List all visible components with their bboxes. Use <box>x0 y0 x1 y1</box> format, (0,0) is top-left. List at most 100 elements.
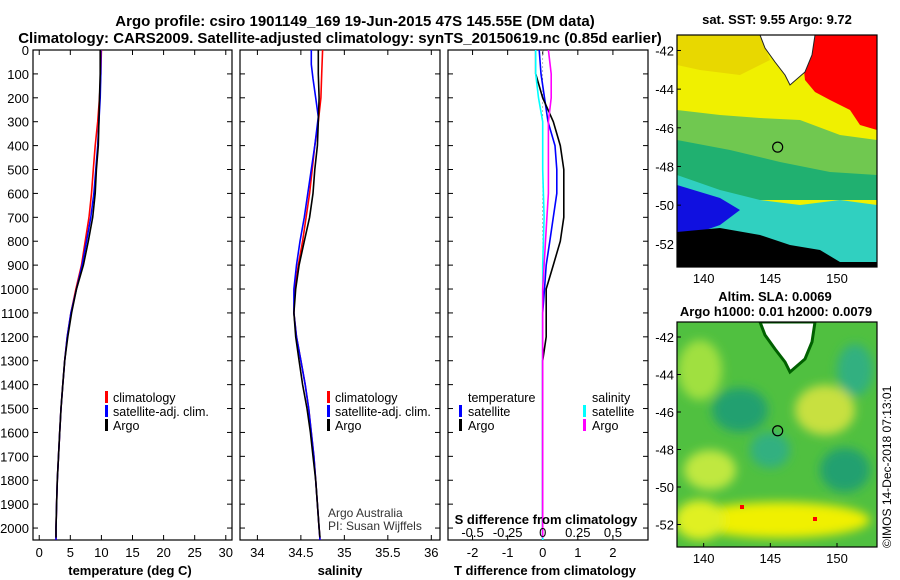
legend-swatch-argo <box>327 419 330 431</box>
x-tick-label: 0 <box>539 545 546 560</box>
x-tick-label: 20 <box>156 545 170 560</box>
map-y-tick-label: -46 <box>655 121 674 136</box>
legend-argo: Argo <box>113 419 139 433</box>
x-tick-label: -2 <box>467 545 479 560</box>
sdiff-tick-labels: -0.5 -0.25 0 0.25 0.5 <box>461 525 622 540</box>
map-y-tick-label: -50 <box>655 480 674 495</box>
map-top-title: sat. SST: 9.55 Argo: 9.72 <box>702 12 852 27</box>
depth-tick-label: 800 <box>7 234 29 249</box>
argo-float-marker <box>772 141 784 153</box>
map-x-tick-label: 145 <box>759 271 781 286</box>
legend-swatch-s-argo <box>583 419 586 431</box>
depth-tick-label: 1000 <box>0 282 29 297</box>
legend-swatch-s-satellite <box>583 405 586 417</box>
argo-float-marker <box>772 425 784 437</box>
legend-climatology: climatology <box>113 391 176 405</box>
x-tick-label: 34 <box>250 545 264 560</box>
credit-line-2: PI: Susan Wijffels <box>328 519 422 533</box>
map-x-tick-label: 150 <box>826 551 848 566</box>
map-y-tick-label: -52 <box>655 237 674 252</box>
x-tick-label: 1 <box>574 545 581 560</box>
title-line-1: Argo profile: csiro 1901149_169 19-Jun-2… <box>115 13 594 30</box>
depth-tick-label: 1700 <box>0 449 29 464</box>
tasmania-land <box>758 322 817 375</box>
map-y-tick-label: -42 <box>655 330 674 345</box>
credit-line-1: Argo Australia <box>328 506 403 520</box>
series-line-satellite-adj-clim- <box>293 50 321 541</box>
depth-tick-label: 900 <box>7 258 29 273</box>
difference-legend: temperature satellite Argo salinity sate… <box>459 391 634 433</box>
sla-map-frame <box>676 321 878 548</box>
legend-s-satellite: satellite <box>592 405 634 419</box>
map-x-tick-label: 140 <box>693 551 715 566</box>
depth-tick-label: 300 <box>7 115 29 130</box>
sdiff-tick-label: 0 <box>539 525 546 540</box>
legend-salinity-title: salinity <box>592 391 631 405</box>
series-line-satellite-adj-clim- <box>55 50 102 540</box>
depth-tick-label: 700 <box>7 210 29 225</box>
depth-tick-label: 1800 <box>0 473 29 488</box>
legend-temperature-title: temperature <box>468 391 535 405</box>
sdiff-tick-label: -0.5 <box>461 525 483 540</box>
depth-tick-label: 1400 <box>0 378 29 393</box>
sla-red-pixel <box>813 517 817 521</box>
depth-tick-label: 1300 <box>0 354 29 369</box>
map-bottom-title-1: Altim. SLA: 0.0069 <box>718 289 831 304</box>
temperature-panel-frame <box>32 49 233 541</box>
depth-tick-label: 400 <box>7 139 29 154</box>
x-tick-label: 5 <box>67 545 74 560</box>
sdiff-tick-label: 0.25 <box>565 525 590 540</box>
x-tick-label: 35.5 <box>375 545 400 560</box>
legend-satellite: satellite-adj. clim. <box>113 405 209 419</box>
salinity-xlabel: salinity <box>318 563 364 578</box>
salinity-panel-frame <box>239 49 441 541</box>
legend-swatch-climatology <box>327 391 330 403</box>
map-tick-labels: 140 145 150 -42 -44 -46 -48 -50 -52 140 145 150 -42 -… <box>655 43 848 566</box>
x-tick-label: 35 <box>337 545 351 560</box>
profile-series <box>55 49 565 541</box>
depth-tick-label: 1900 <box>0 497 29 512</box>
legend-swatch-t-argo <box>459 419 462 431</box>
sla-red-pixel <box>740 505 744 509</box>
depth-tick-label: 100 <box>7 67 29 82</box>
sst-red-area <box>800 35 877 130</box>
sst-map <box>677 35 877 267</box>
map-x-tick-label: 140 <box>693 271 715 286</box>
map-bottom-title-2: Argo h1000: 0.01 h2000: 0.0079 <box>680 304 872 319</box>
tasmania-land <box>759 35 816 86</box>
map-y-tick-label: -46 <box>655 405 674 420</box>
legend-swatch-climatology <box>105 391 108 403</box>
map-y-tick-label: -44 <box>655 82 674 97</box>
x-tick-label: 25 <box>187 545 201 560</box>
depth-tick-label: 1500 <box>0 402 29 417</box>
sla-texture <box>677 340 873 540</box>
legend-satellite: satellite-adj. clim. <box>335 405 431 419</box>
sdiff-axis-title: S difference from climatology <box>455 512 639 527</box>
sst-black-area <box>677 228 877 267</box>
x-tick-label: 2 <box>609 545 616 560</box>
map-x-tick-label: 145 <box>759 551 781 566</box>
map-x-tick-label: 150 <box>826 271 848 286</box>
map-y-tick-label: -44 <box>655 368 674 383</box>
legend-swatch-argo <box>105 419 108 431</box>
title-line-2: Climatology: CARS2009. Satellite-adjuste… <box>18 30 662 47</box>
map-y-tick-label: -52 <box>655 518 674 533</box>
temperature-xlabel: temperature (deg C) <box>68 563 192 578</box>
sdiff-tick-label: 0.5 <box>604 525 622 540</box>
sst-map-frame <box>676 34 878 268</box>
map-y-tick-label: -50 <box>655 198 674 213</box>
temperature-legend: climatology satellite-adj. clim. Argo <box>105 391 209 433</box>
legend-argo: Argo <box>335 419 361 433</box>
sst-teal-band <box>677 140 877 200</box>
sla-map <box>677 322 877 547</box>
depth-tick-label: 1100 <box>1 306 29 321</box>
salinity-legend: climatology satellite-adj. clim. Argo <box>327 391 431 433</box>
legend-swatch-t-satellite <box>459 405 462 417</box>
imos-watermark: ©IMOS 14-Dec-2018 07:13:01 <box>880 385 894 548</box>
x-tick-label: 34.5 <box>288 545 313 560</box>
x-tick-label: 15 <box>125 545 139 560</box>
map-y-tick-label: -48 <box>655 443 674 458</box>
x-tick-label: -1 <box>502 545 514 560</box>
tdiff-xlabel: T difference from climatology <box>454 563 637 578</box>
legend-climatology: climatology <box>335 391 398 405</box>
